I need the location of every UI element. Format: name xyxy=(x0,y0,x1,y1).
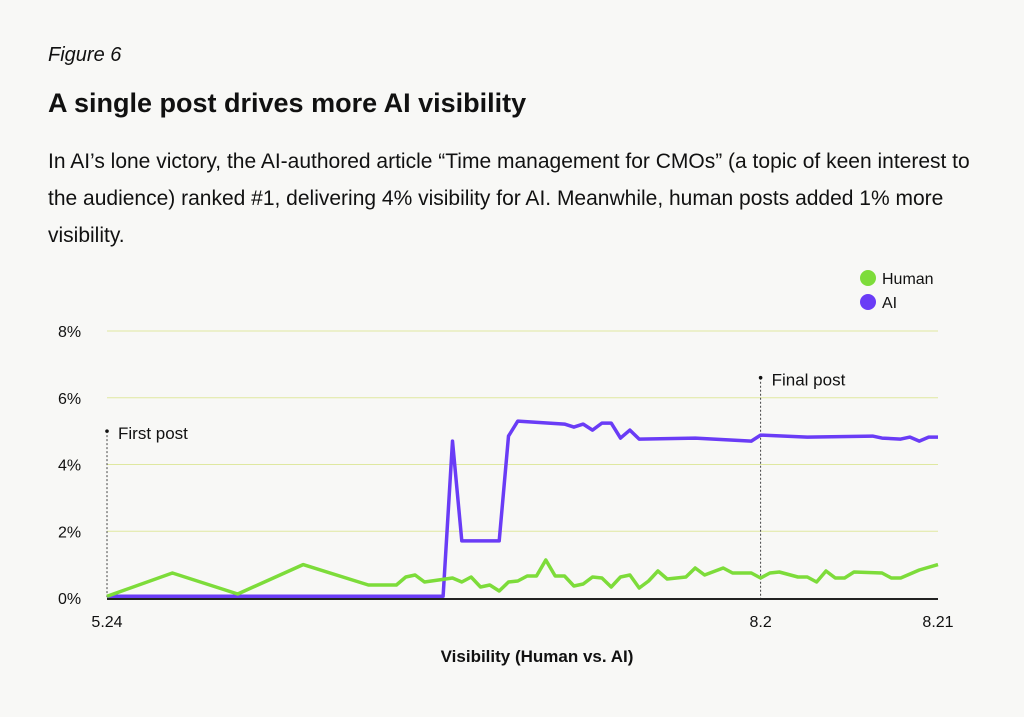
figure-label: Figure 6 xyxy=(48,44,122,66)
series-lines xyxy=(106,419,939,599)
x-axis-ticks: 5.24 8.2 8.21 xyxy=(91,614,953,631)
y-axis-ticks: 0% 2% 4% 6% 8% xyxy=(58,324,81,608)
y-tick-label: 4% xyxy=(58,458,81,475)
x-tick-label: 8.21 xyxy=(922,614,953,631)
annotation-label: Final post xyxy=(772,371,846,390)
legend: Human AI xyxy=(860,270,934,312)
annotation-marker xyxy=(105,429,109,433)
y-tick-label: 8% xyxy=(58,324,81,341)
annotations: First post Final post xyxy=(105,371,846,598)
chart-subtitle: In AI’s lone victory, the AI-authored ar… xyxy=(48,150,970,247)
annotation-marker xyxy=(758,375,763,380)
annotation-label: First post xyxy=(118,424,188,443)
x-tick-label: 5.24 xyxy=(91,614,122,631)
y-tick-label: 6% xyxy=(58,391,81,408)
series-line-human xyxy=(106,558,939,598)
y-tick-label: 0% xyxy=(58,591,81,608)
legend-label: AI xyxy=(882,295,897,312)
y-tick-label: 2% xyxy=(58,524,81,541)
x-tick-label: 8.2 xyxy=(749,614,771,631)
gridlines xyxy=(107,330,938,600)
chart-title: A single post drives more AI visibility xyxy=(48,88,527,118)
x-axis-label: Visibility (Human vs. AI) xyxy=(441,647,634,666)
legend-label: Human xyxy=(882,271,934,288)
legend-swatch-human xyxy=(860,270,876,286)
legend-swatch-ai xyxy=(860,294,876,310)
series-line-ai xyxy=(107,419,938,599)
